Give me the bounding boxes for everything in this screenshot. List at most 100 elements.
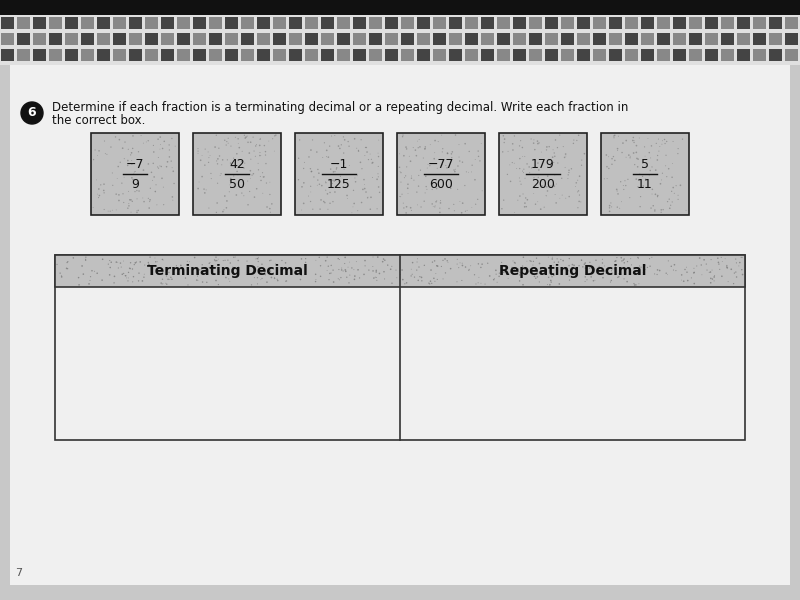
Point: [646, 189, 658, 199]
Point: [106, 181, 119, 190]
Point: [251, 254, 264, 263]
Point: [364, 149, 377, 159]
Point: [238, 130, 251, 140]
Bar: [257, 33, 270, 45]
Point: [118, 271, 131, 281]
Point: [670, 266, 682, 275]
Bar: [295, 133, 383, 215]
Point: [446, 147, 458, 157]
Bar: [769, 33, 782, 45]
Point: [122, 187, 135, 196]
Point: [324, 188, 337, 197]
Point: [706, 274, 719, 284]
Point: [54, 268, 66, 278]
Bar: [193, 17, 206, 29]
Point: [520, 202, 533, 211]
Point: [721, 262, 734, 272]
Point: [614, 177, 627, 187]
Point: [454, 197, 466, 206]
Point: [98, 185, 110, 195]
Point: [715, 253, 728, 262]
Point: [224, 176, 237, 185]
Point: [88, 266, 101, 276]
Point: [441, 163, 454, 173]
Point: [295, 205, 308, 215]
Text: 600: 600: [429, 178, 453, 191]
Point: [304, 182, 317, 191]
Point: [516, 143, 529, 152]
Point: [527, 188, 540, 198]
Point: [324, 164, 337, 174]
Point: [224, 173, 237, 183]
Point: [192, 184, 205, 193]
Point: [91, 151, 104, 160]
Point: [628, 137, 641, 147]
Point: [660, 172, 673, 181]
Point: [327, 277, 340, 287]
Point: [618, 254, 630, 264]
Point: [518, 164, 530, 174]
Point: [654, 142, 666, 151]
Point: [200, 185, 213, 194]
Bar: [145, 49, 158, 61]
Point: [352, 146, 365, 156]
Point: [227, 154, 240, 163]
Bar: [449, 17, 462, 29]
Point: [210, 256, 223, 265]
Point: [542, 253, 554, 262]
Point: [349, 173, 362, 183]
Point: [212, 280, 225, 289]
Point: [620, 152, 633, 162]
Point: [351, 171, 364, 181]
Point: [667, 265, 680, 275]
Point: [218, 136, 231, 145]
Point: [310, 256, 322, 265]
Point: [497, 131, 510, 140]
Point: [199, 145, 212, 154]
Point: [160, 280, 173, 289]
Point: [142, 203, 155, 213]
Point: [534, 265, 547, 274]
Point: [449, 167, 462, 176]
Point: [122, 201, 135, 211]
Point: [540, 182, 553, 191]
Bar: [0, 0, 800, 15]
Point: [254, 176, 267, 185]
Point: [254, 140, 266, 150]
Point: [585, 272, 598, 281]
Point: [230, 190, 242, 200]
Point: [90, 175, 103, 185]
Point: [142, 194, 154, 203]
Point: [596, 254, 609, 264]
Point: [166, 134, 178, 143]
Point: [152, 134, 165, 144]
Point: [442, 204, 455, 214]
Point: [482, 259, 494, 268]
Point: [725, 265, 738, 274]
Point: [405, 171, 418, 181]
Point: [214, 267, 226, 277]
Point: [398, 279, 411, 289]
Point: [460, 167, 473, 176]
Point: [318, 138, 331, 148]
Point: [646, 162, 658, 172]
Point: [298, 158, 311, 167]
Point: [449, 130, 462, 140]
Point: [540, 145, 553, 155]
Point: [143, 197, 156, 206]
Text: 200: 200: [531, 178, 555, 191]
Point: [506, 139, 519, 149]
Point: [649, 190, 662, 199]
Bar: [209, 49, 222, 61]
Point: [493, 272, 506, 281]
Point: [730, 254, 742, 264]
Bar: [609, 33, 622, 45]
Point: [210, 198, 223, 208]
Point: [116, 143, 129, 153]
Point: [545, 277, 558, 287]
Point: [89, 145, 102, 155]
Point: [547, 181, 560, 190]
Point: [573, 197, 586, 206]
Point: [250, 140, 263, 149]
Point: [404, 157, 417, 166]
